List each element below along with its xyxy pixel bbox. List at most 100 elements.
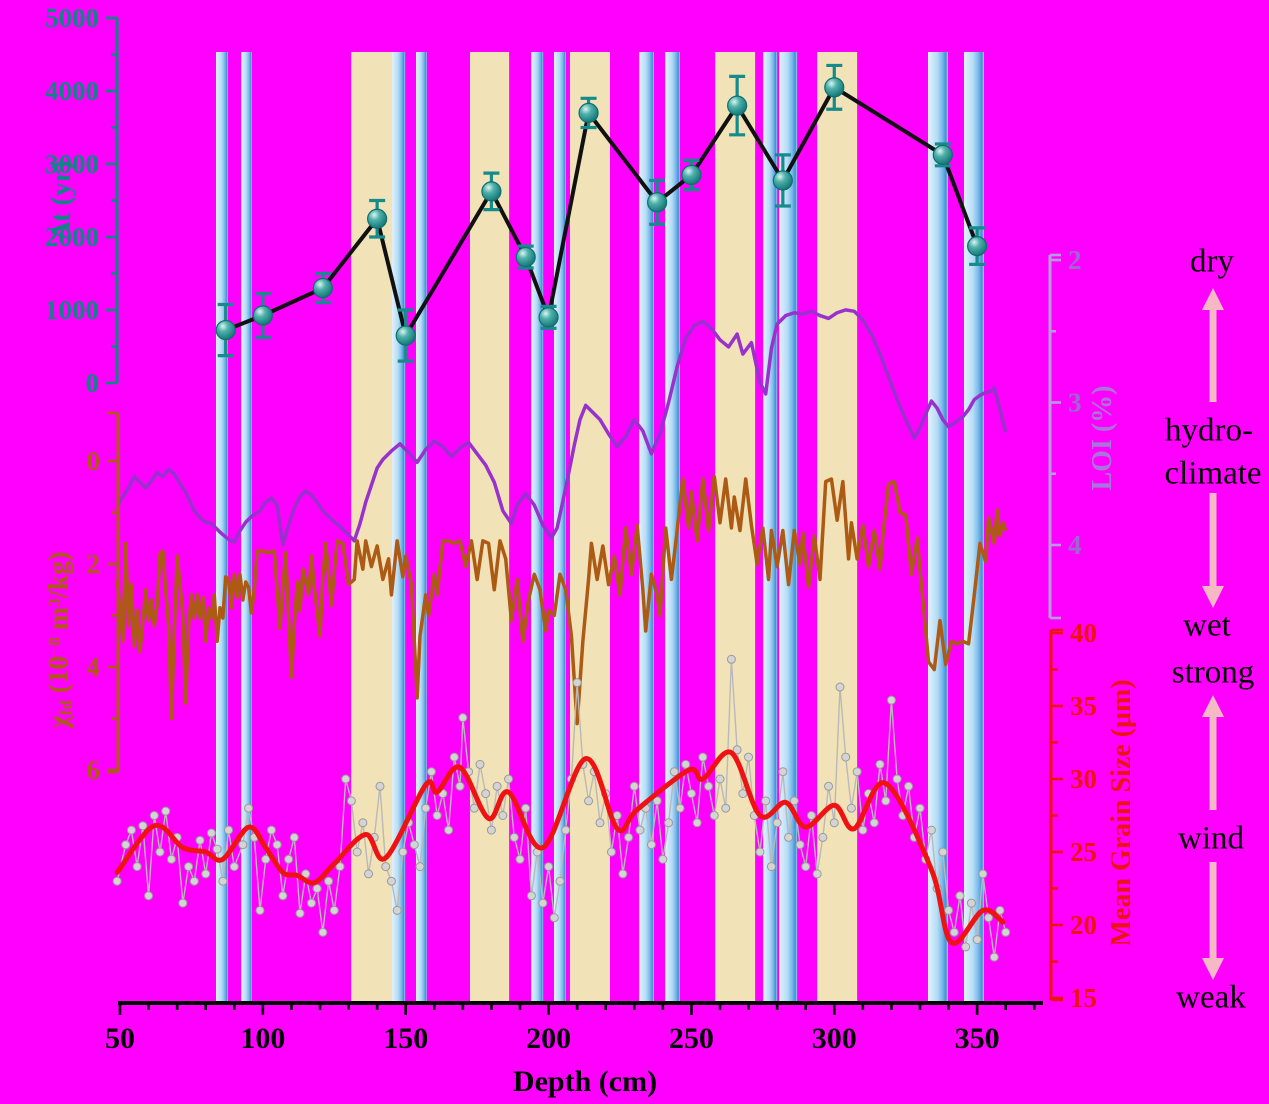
grain-raw-marker bbox=[392, 905, 402, 915]
grain-raw-marker bbox=[704, 781, 714, 791]
strong-arrow-up bbox=[1202, 695, 1224, 810]
grain-raw-marker bbox=[698, 752, 708, 762]
delta-t-axis-tick-label: 4000 bbox=[45, 76, 99, 106]
grain-raw-marker bbox=[155, 847, 165, 857]
delta-t-axis: 0 1000 2000 3000 4000 5000 bbox=[45, 3, 119, 398]
grain-axis-title-text: Mean Grain Size (μm) bbox=[1106, 679, 1137, 947]
grain-raw-marker bbox=[635, 825, 645, 835]
grain-raw-marker bbox=[658, 854, 668, 864]
grain-raw-marker bbox=[381, 862, 391, 872]
loi-axis-tick-label: 3 bbox=[1068, 388, 1082, 418]
annotation-strong: strong bbox=[1171, 654, 1255, 691]
loi-axis-tick-label: 4 bbox=[1068, 530, 1082, 560]
depth-axis-tick-label: 200 bbox=[526, 1022, 571, 1055]
grain-raw-marker bbox=[224, 825, 234, 835]
grain-raw-marker bbox=[386, 876, 396, 886]
grain-raw-marker bbox=[869, 818, 879, 828]
grain-raw-marker bbox=[244, 803, 254, 813]
grain-raw-marker bbox=[875, 759, 885, 769]
delta-t-axis-tick-label: 5000 bbox=[45, 3, 99, 33]
chifd-axis-tick-label: 2 bbox=[87, 549, 101, 579]
depth-axis-tick-label: 300 bbox=[812, 1022, 857, 1055]
blue-highlight-band bbox=[215, 52, 228, 1002]
grain-raw-marker bbox=[306, 898, 316, 908]
chifd-curve bbox=[115, 474, 1008, 726]
grain-raw-marker bbox=[738, 789, 748, 799]
grain-raw-marker bbox=[375, 781, 385, 791]
grain-raw-marker bbox=[255, 905, 265, 915]
grain-raw-marker bbox=[789, 796, 799, 806]
delta-t-points bbox=[215, 63, 988, 363]
grain-raw-marker bbox=[606, 847, 616, 857]
loi-axis-tick-label: 2 bbox=[1068, 245, 1082, 275]
grain-raw-marker bbox=[852, 767, 862, 777]
grain-raw-path bbox=[116, 659, 1007, 958]
grain-axis-tick-label: 15 bbox=[1070, 983, 1097, 1013]
grain-raw-marker bbox=[132, 862, 142, 872]
grain-raw-marker bbox=[675, 803, 685, 813]
chifd-axis-tick-label: 6 bbox=[87, 755, 101, 785]
grain-raw-marker bbox=[915, 803, 925, 813]
grain-raw-marker bbox=[444, 825, 454, 835]
blue-highlight-band bbox=[779, 52, 798, 1002]
grain-raw-marker bbox=[144, 891, 154, 901]
grain-raw-marker bbox=[335, 862, 345, 872]
grain-raw-marker bbox=[829, 818, 839, 828]
grain-raw-marker bbox=[272, 840, 282, 850]
grain-raw-marker bbox=[904, 781, 914, 791]
grain-raw-marker bbox=[166, 854, 176, 864]
delta-t-axis-tick-label: 3000 bbox=[45, 149, 99, 179]
chi-subscript: fd bbox=[56, 700, 76, 716]
grain-raw-marker bbox=[561, 825, 571, 835]
grain-raw-marker bbox=[984, 913, 994, 923]
grain-axis-tick-label: 40 bbox=[1070, 618, 1097, 648]
grain-raw bbox=[112, 654, 1011, 962]
blue-highlight-band bbox=[415, 52, 427, 1002]
dry-arrow-up bbox=[1202, 288, 1224, 402]
grain-raw-marker bbox=[646, 840, 656, 850]
grain-axis-title: Mean Grain Size (μm) bbox=[1106, 679, 1138, 946]
delta-t-axis-title: Δt (yr) bbox=[46, 161, 78, 240]
grain-raw-marker bbox=[161, 806, 171, 816]
grain-raw-marker bbox=[686, 789, 696, 799]
grain-axis-tick-label: 35 bbox=[1070, 691, 1097, 721]
delta-t-points-marker bbox=[647, 192, 668, 213]
grain-raw-marker bbox=[312, 884, 322, 893]
grain-raw-marker bbox=[955, 891, 965, 901]
grain-raw-marker bbox=[1001, 927, 1011, 937]
grain-raw-marker bbox=[295, 908, 305, 918]
grain-raw-marker bbox=[938, 847, 948, 857]
loi-axis: 2 3 4 bbox=[1048, 245, 1082, 620]
delta-t-points-marker bbox=[932, 144, 953, 165]
blue-highlight-band bbox=[963, 52, 984, 1002]
grain-raw-marker bbox=[544, 862, 554, 872]
depth-axis-title-text: Depth (cm) bbox=[512, 1065, 658, 1098]
delta-t-points-marker bbox=[481, 181, 502, 202]
grain-raw-marker bbox=[892, 774, 902, 784]
grain-raw-marker bbox=[121, 840, 131, 850]
grain-raw-marker bbox=[835, 682, 845, 692]
grain-raw-marker bbox=[766, 862, 776, 872]
grain-raw-marker bbox=[481, 789, 491, 799]
grain-raw-marker bbox=[352, 847, 362, 857]
grain-raw-marker bbox=[801, 862, 811, 872]
delta-t-axis-tick-label: 1000 bbox=[45, 295, 99, 325]
grain-raw-marker bbox=[761, 796, 771, 806]
delta-t-axis-tick-label: 2000 bbox=[45, 222, 99, 252]
annotation-climate: climate bbox=[1164, 455, 1262, 492]
grain-raw-marker bbox=[778, 767, 788, 777]
depth-axis: 50 100 150 200 250 300 350 bbox=[105, 1001, 1043, 1055]
grain-raw-marker bbox=[346, 796, 356, 806]
grain-raw-marker bbox=[846, 803, 856, 813]
grain-raw-marker bbox=[318, 927, 328, 937]
grain-raw-marker bbox=[458, 713, 468, 723]
grain-axis-tick-label: 20 bbox=[1070, 910, 1097, 940]
grain-raw-marker bbox=[961, 942, 971, 952]
grain-raw-marker bbox=[341, 774, 351, 784]
grain-raw-marker bbox=[526, 891, 536, 901]
grain-raw-marker bbox=[138, 821, 148, 831]
chi-text-3: /kg) bbox=[43, 551, 75, 599]
delta-t-points-marker bbox=[538, 307, 559, 328]
depth-axis-tick-label: 100 bbox=[240, 1022, 285, 1055]
